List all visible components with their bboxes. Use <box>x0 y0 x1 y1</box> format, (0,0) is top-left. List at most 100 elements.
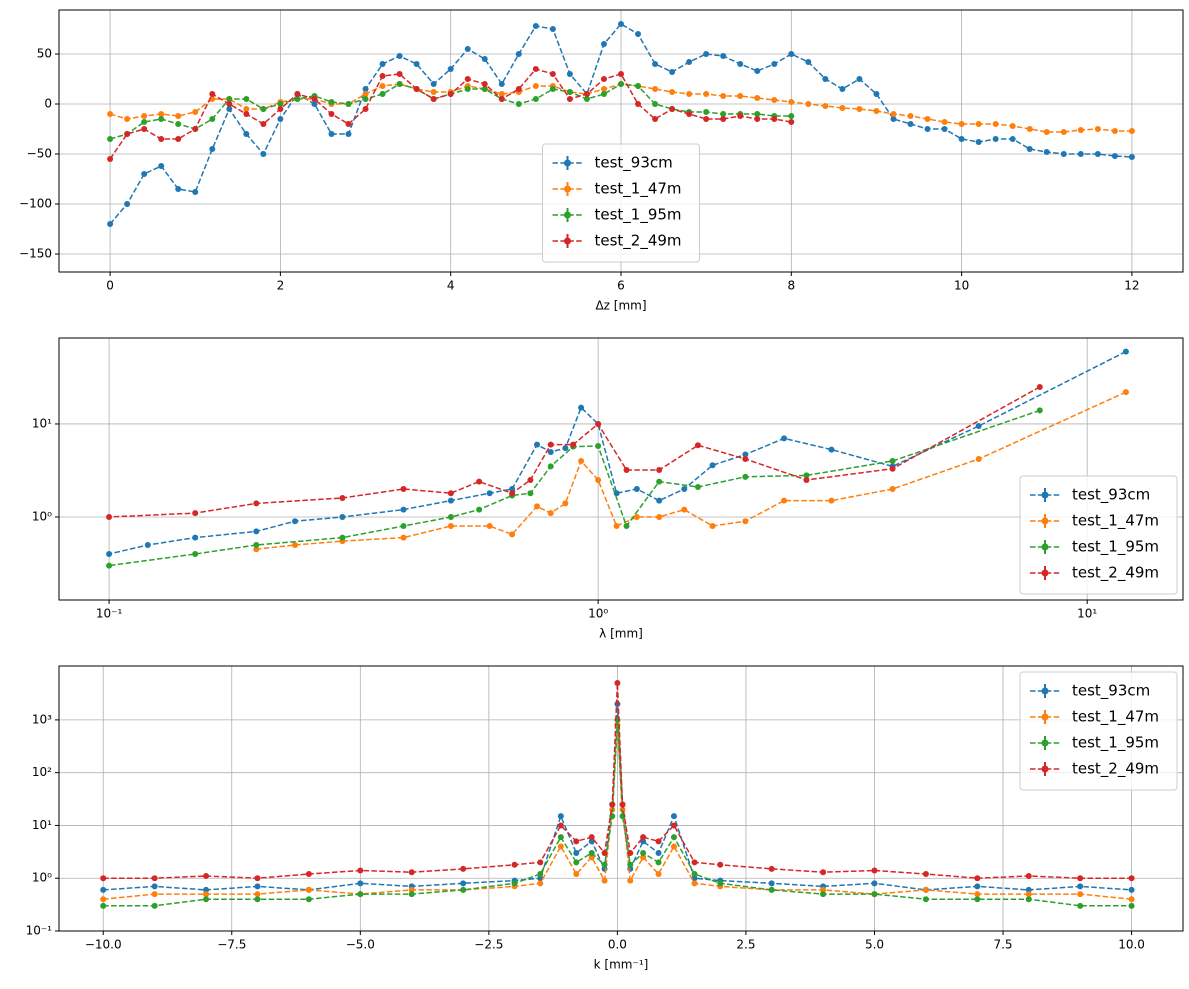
point <box>464 46 471 52</box>
point <box>941 119 948 125</box>
point <box>509 490 516 497</box>
y-tick-label: 10² <box>32 765 52 779</box>
point <box>141 113 148 119</box>
point <box>742 451 749 458</box>
point <box>481 81 488 87</box>
point <box>476 478 483 485</box>
point <box>511 861 518 868</box>
point <box>652 101 659 107</box>
point <box>243 131 250 137</box>
point <box>958 121 965 127</box>
point <box>771 61 778 67</box>
point <box>669 69 676 75</box>
legend-label: test_2_49m <box>1072 564 1159 583</box>
point <box>889 485 896 492</box>
point <box>515 101 522 107</box>
point <box>486 490 493 497</box>
x-axis-label: k [mm⁻¹] <box>594 958 649 972</box>
legend-label: test_1_47m <box>595 180 682 199</box>
point <box>588 850 595 857</box>
legend: test_93cm test_1_47m test_1_95m test_2_49m <box>542 143 700 263</box>
y-tick-label: 10⁰ <box>32 509 52 523</box>
point <box>627 877 634 884</box>
point <box>549 26 556 32</box>
y-tick-label: 0 <box>44 97 52 111</box>
x-tick-label: 6 <box>617 279 625 293</box>
point <box>609 801 616 808</box>
point <box>691 871 698 878</box>
point <box>151 875 158 882</box>
point <box>1036 383 1043 390</box>
point <box>396 81 403 87</box>
point <box>345 131 352 137</box>
point <box>578 404 585 411</box>
point <box>652 116 659 122</box>
point <box>742 473 749 480</box>
point <box>509 531 516 538</box>
point <box>254 875 261 882</box>
point <box>720 116 727 122</box>
point <box>573 838 580 845</box>
point <box>400 485 407 492</box>
point <box>805 101 812 107</box>
legend-label: test_93cm <box>1072 486 1150 505</box>
x-tick-label: 12 <box>1124 279 1139 293</box>
y-tick-label: 10¹ <box>32 416 52 430</box>
point <box>839 86 846 92</box>
point <box>803 476 810 483</box>
point <box>694 483 701 490</box>
point <box>656 466 663 473</box>
point <box>618 21 624 27</box>
point <box>623 466 630 473</box>
point <box>243 96 250 102</box>
x-axis-label: Δz [mm] <box>595 299 646 313</box>
point <box>717 861 724 868</box>
point <box>573 871 580 878</box>
point <box>106 562 113 569</box>
point <box>100 896 107 903</box>
point <box>328 99 335 105</box>
point <box>203 873 210 880</box>
legend-marker <box>1041 765 1049 773</box>
point <box>924 126 931 132</box>
y-tick-label: 50 <box>37 47 52 61</box>
point <box>856 106 863 112</box>
point <box>226 106 233 112</box>
point <box>709 462 716 469</box>
point <box>619 801 626 808</box>
point <box>656 478 663 485</box>
point <box>253 546 260 553</box>
point <box>720 53 727 59</box>
point <box>1026 146 1033 152</box>
point <box>975 456 982 463</box>
point <box>573 850 580 857</box>
point <box>820 886 827 893</box>
point <box>408 891 415 898</box>
point <box>141 171 148 177</box>
point <box>339 534 346 541</box>
point <box>311 101 318 107</box>
x-tick-label: −5.0 <box>346 938 375 952</box>
point <box>720 93 727 99</box>
point <box>578 457 585 464</box>
point <box>1122 389 1129 396</box>
point <box>781 435 788 442</box>
point <box>633 513 640 520</box>
point <box>566 89 573 95</box>
point <box>106 513 113 520</box>
point <box>1026 126 1033 132</box>
point <box>511 880 518 887</box>
point <box>243 111 250 117</box>
point <box>566 96 573 102</box>
point <box>992 136 999 142</box>
point <box>357 880 364 887</box>
point <box>557 834 564 841</box>
point <box>460 880 467 887</box>
point <box>703 91 710 97</box>
legend-box <box>542 143 700 263</box>
point <box>1122 348 1129 355</box>
x-tick-label: 7.5 <box>993 938 1012 952</box>
point <box>1025 891 1032 898</box>
legend-marker <box>564 237 571 245</box>
